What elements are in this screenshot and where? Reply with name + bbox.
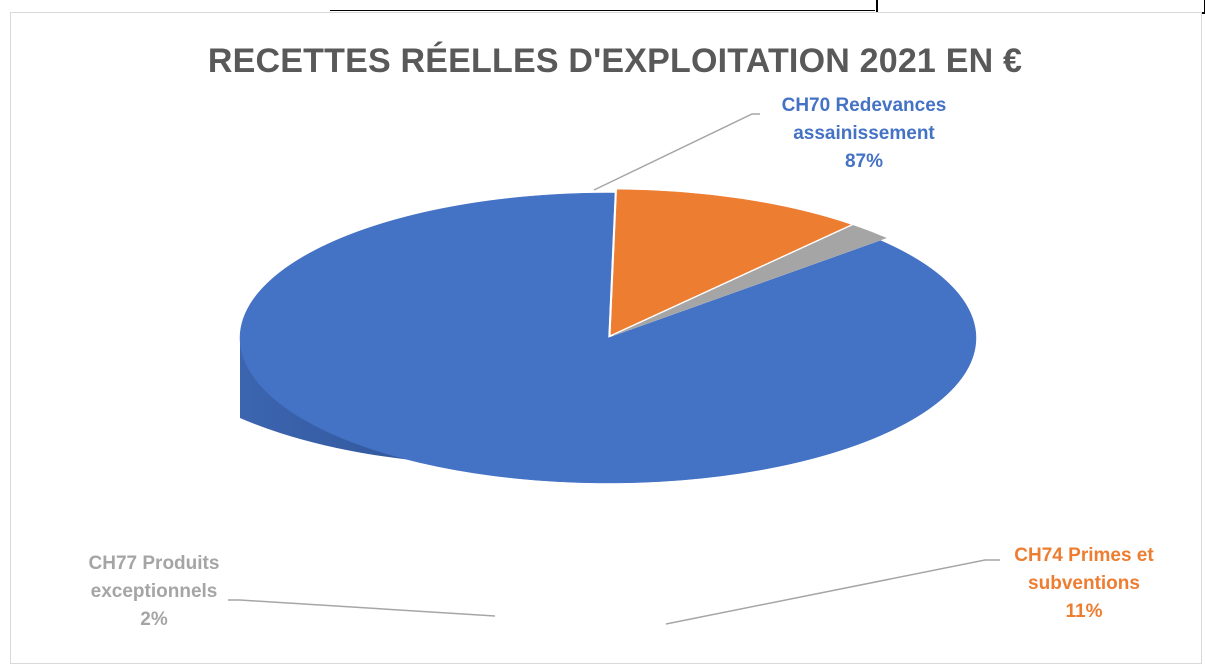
slice-ch74[interactable] [610,189,852,336]
slice-ch77[interactable] [613,225,887,336]
label-ch74-line2: subventions [1028,573,1140,594]
leader-ch77 [228,599,496,617]
label-ch74-pct: 11% [1065,601,1103,622]
data-label-ch74[interactable]: CH74 Primes et subventions 11% [972,542,1196,626]
label-ch70-line1: CH70 Redevances [781,95,947,116]
label-ch70-line2: assainissement [793,123,935,144]
label-ch70-pct: 87% [844,151,884,172]
leader-ch70 [593,113,760,191]
data-label-ch70[interactable]: CH70 Redevances assainissement 87% [734,92,994,176]
label-ch77-pct: 2% [140,609,168,630]
label-ch77-line2: exceptionnels [90,581,218,602]
slice-ch70[interactable] [239,192,977,484]
label-ch77-line1: CH77 Produits [88,553,220,574]
leader-ch74 [665,559,1000,625]
label-ch74-line1: CH74 Primes et [1014,545,1154,566]
chart-area[interactable] [10,12,1202,664]
cell-border-line [330,0,875,11]
data-label-ch77[interactable]: CH77 Produits exceptionnels 2% [36,550,272,634]
chart-title[interactable]: RECETTES RÉELLES D'EXPLOITATION 2021 EN … [207,42,1023,80]
